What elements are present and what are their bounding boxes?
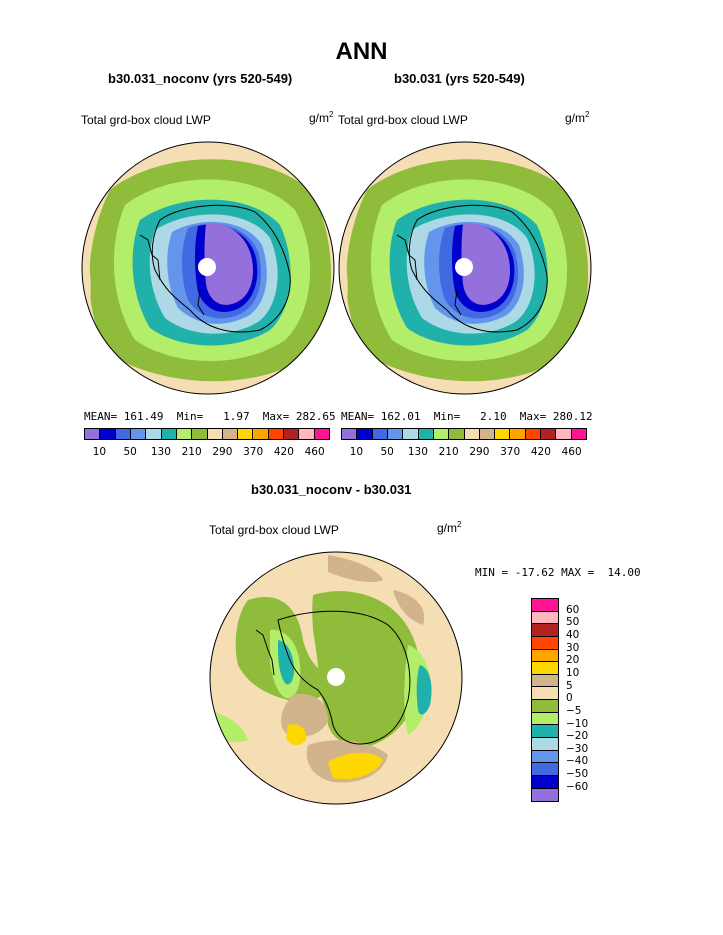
colorbar-swatch [532, 636, 558, 650]
colorbar-tick-label: 460 [304, 446, 325, 458]
colorbar-swatch [238, 429, 254, 439]
panel1-stats: MEAN= 161.49 Min= 1.97 Max= 282.65 [84, 410, 336, 423]
colorbar-swatch [532, 738, 558, 751]
colorbar-swatch [268, 429, 285, 439]
colorbar-tick-label: 130 [407, 446, 428, 458]
colorbar-swatch [532, 750, 558, 764]
colorbar-tick-label: −50 [566, 768, 589, 781]
colorbar-swatch [192, 429, 208, 439]
colorbar-swatch [418, 429, 434, 439]
colorbar-swatch [253, 429, 269, 439]
colorbar-swatch [532, 725, 558, 739]
colorbar-tick-label: 50 [566, 616, 580, 629]
colorbar-swatch [357, 429, 373, 439]
colorbar-tick-label: 30 [566, 641, 580, 654]
colorbar-swatch [85, 429, 101, 439]
colorbar-swatch [532, 775, 558, 789]
colorbar-swatch [449, 429, 465, 439]
colorbar-swatch [532, 712, 558, 726]
colorbar-swatch [284, 429, 300, 439]
colorbar-tick-label: 420 [530, 446, 551, 458]
colorbar-swatch [541, 429, 557, 439]
colorbar-tick-label: 370 [500, 446, 521, 458]
panel2-units: g/m2 [565, 110, 590, 125]
colorbar-tick-label: 130 [150, 446, 171, 458]
figure-title: ANN [335, 38, 388, 65]
panel2-colorbar [341, 428, 587, 440]
colorbar-swatch [161, 429, 177, 439]
colorbar-swatch [403, 429, 419, 439]
colorbar-tick-label: 5 [566, 679, 573, 692]
colorbar-swatch [532, 611, 558, 625]
colorbar-tick-label: −40 [566, 755, 589, 768]
colorbar-swatch [342, 429, 358, 439]
colorbar-tick-label: 20 [566, 654, 580, 667]
difference-stats: MIN = -17.62 MAX = 14.00 [475, 566, 641, 579]
panel1-units: g/m2 [309, 110, 334, 125]
colorbar-swatch [115, 429, 131, 439]
colorbar-swatch [532, 700, 558, 713]
colorbar-swatch [207, 429, 223, 439]
colorbar-tick-label: 460 [561, 446, 582, 458]
colorbar-swatch [100, 429, 116, 439]
panel1-variable-label: Total grd-box cloud LWP [81, 113, 211, 127]
colorbar-tick-label: −20 [566, 730, 589, 743]
colorbar-swatch [495, 429, 511, 439]
colorbar-tick-label: 10 [566, 666, 580, 679]
map-noconv [81, 141, 335, 395]
colorbar-tick-label: 50 [380, 446, 394, 458]
colorbar-swatch [532, 687, 558, 701]
panel2-variable-label: Total grd-box cloud LWP [338, 113, 468, 127]
colorbar-swatch [532, 674, 558, 688]
colorbar-tick-label: 370 [243, 446, 264, 458]
panel2-case-title: b30.031 (yrs 520-549) [394, 71, 525, 86]
colorbar-tick-label: 290 [469, 446, 490, 458]
difference-units: g/m2 [437, 520, 462, 535]
difference-title: b30.031_noconv - b30.031 [251, 482, 412, 497]
colorbar-tick-label: −10 [566, 717, 589, 730]
colorbar-swatch [299, 429, 315, 439]
difference-colorbar [531, 598, 559, 803]
colorbar-tick-label: −5 [566, 704, 582, 717]
colorbar-swatch [479, 429, 496, 439]
colorbar-swatch [387, 429, 404, 439]
colorbar-swatch [176, 429, 193, 439]
colorbar-tick-label: 0 [566, 692, 573, 705]
colorbar-swatch [556, 429, 572, 439]
colorbar-swatch [130, 429, 147, 439]
colorbar-tick-label: 10 [92, 446, 107, 458]
colorbar-swatch [433, 429, 450, 439]
colorbar-tick-label: 210 [181, 446, 202, 458]
colorbar-swatch [525, 429, 542, 439]
colorbar-tick-label: 290 [212, 446, 233, 458]
map-control [338, 141, 592, 395]
colorbar-swatch [222, 429, 239, 439]
colorbar-swatch [532, 599, 558, 612]
colorbar-swatch [532, 788, 558, 802]
colorbar-swatch [532, 624, 558, 637]
panel2-stats: MEAN= 162.01 Min= 2.10 Max= 280.12 [341, 410, 593, 423]
colorbar-swatch [372, 429, 388, 439]
map-difference [209, 551, 463, 805]
colorbar-tick-label: 40 [566, 628, 580, 641]
panel1-colorbar [84, 428, 330, 440]
colorbar-tick-label: 10 [349, 446, 364, 458]
panel1-case-title: b30.031_noconv (yrs 520-549) [108, 71, 293, 86]
colorbar-swatch [146, 429, 162, 439]
colorbar-swatch [464, 429, 480, 439]
colorbar-tick-label: 50 [123, 446, 137, 458]
colorbar-tick-label: −60 [566, 780, 589, 793]
colorbar-tick-label: 420 [273, 446, 294, 458]
colorbar-swatch [532, 649, 558, 663]
colorbar-swatch [314, 429, 329, 439]
colorbar-swatch [532, 662, 558, 675]
difference-variable-label: Total grd-box cloud LWP [209, 523, 339, 537]
colorbar-tick-label: 210 [438, 446, 459, 458]
colorbar-swatch [571, 429, 586, 439]
colorbar-swatch [532, 763, 558, 776]
colorbar-tick-label: 60 [566, 603, 580, 616]
colorbar-tick-label: −30 [566, 742, 589, 755]
colorbar-swatch [510, 429, 526, 439]
